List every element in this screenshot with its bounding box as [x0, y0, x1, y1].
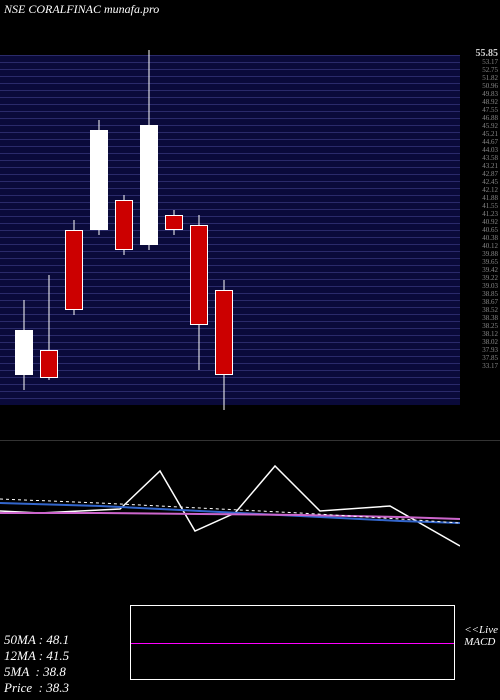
price-label: 33.17	[462, 362, 498, 370]
price-label: 45.92	[462, 122, 498, 130]
chart-header: NSE CORALFINAC munafa.pro	[0, 0, 500, 20]
price-label: 44.03	[462, 146, 498, 154]
price-label: 41.23	[462, 210, 498, 218]
candle-body	[215, 290, 233, 375]
price-label: 41.88	[462, 194, 498, 202]
price-label: 52.75	[462, 66, 498, 74]
candle	[190, 20, 208, 440]
price-label: 46.88	[462, 114, 498, 122]
price-label: 38.85	[462, 290, 498, 298]
top-price: 55.85	[462, 50, 498, 58]
price-label: 38.02	[462, 338, 498, 346]
price-label: 48.92	[462, 98, 498, 106]
price-label: 40.65	[462, 226, 498, 234]
price-label: 49.83	[462, 90, 498, 98]
candle-body	[65, 230, 83, 310]
indicator-lines	[0, 441, 460, 571]
price-label: 47.55	[462, 106, 498, 114]
price-label: 41.55	[462, 202, 498, 210]
price-label: 39.22	[462, 274, 498, 282]
price-label: 38.25	[462, 322, 498, 330]
price-label: 42.12	[462, 186, 498, 194]
candle	[115, 20, 133, 440]
price-label: 51.82	[462, 74, 498, 82]
price-label: 40.92	[462, 218, 498, 226]
price-label: 43.58	[462, 154, 498, 162]
price-label: 38.52	[462, 306, 498, 314]
price-label: 39.03	[462, 282, 498, 290]
price-label: 45.21	[462, 130, 498, 138]
macd-label: <<Live MACD	[464, 624, 498, 648]
ticker-label: NSE CORALFINAC munafa.pro	[4, 2, 159, 16]
macd-divider	[131, 643, 454, 644]
candle-body	[40, 350, 58, 378]
ma5-row: 5MA : 38.8	[4, 664, 69, 680]
candle-body	[90, 130, 108, 230]
candle	[15, 20, 33, 440]
price-label: 39.42	[462, 266, 498, 274]
candle-body	[140, 125, 158, 245]
price-label: 50.96	[462, 82, 498, 90]
price-label: 53.17	[462, 58, 498, 66]
price-axis-labels: 55.85 53.1752.7551.8250.9649.8348.9247.5…	[462, 50, 498, 370]
candle-body	[15, 330, 33, 375]
ma50-row: 50MA : 48.1	[4, 632, 69, 648]
candle	[165, 20, 183, 440]
price-label: 40.12	[462, 242, 498, 250]
bottom-panel: 50MA : 48.1 12MA : 41.5 5MA : 38.8 Price…	[0, 570, 500, 700]
candle-body	[115, 200, 133, 250]
candle	[65, 20, 83, 440]
price-label: 37.85	[462, 354, 498, 362]
price-row: Price : 38.3	[4, 680, 69, 696]
candle	[140, 20, 158, 440]
price-label: 40.38	[462, 234, 498, 242]
candle-body	[165, 215, 183, 230]
price-label: 44.67	[462, 138, 498, 146]
macd-box	[130, 605, 455, 680]
candle	[40, 20, 58, 440]
candlestick-chart: 55.85 53.1752.7551.8250.9649.8348.9247.5…	[0, 20, 500, 440]
indicator-panel	[0, 440, 500, 570]
candle-body	[190, 225, 208, 325]
price-label: 39.88	[462, 250, 498, 258]
price-label: 38.38	[462, 314, 498, 322]
price-label: 38.12	[462, 330, 498, 338]
price-label: 37.93	[462, 346, 498, 354]
price-label: 38.67	[462, 298, 498, 306]
price-label: 43.21	[462, 162, 498, 170]
price-label: 39.65	[462, 258, 498, 266]
ma-info-box: 50MA : 48.1 12MA : 41.5 5MA : 38.8 Price…	[4, 632, 69, 696]
candle	[215, 20, 233, 440]
price-label: 42.45	[462, 178, 498, 186]
ma12-row: 12MA : 41.5	[4, 648, 69, 664]
price-label: 42.87	[462, 170, 498, 178]
candle	[90, 20, 108, 440]
